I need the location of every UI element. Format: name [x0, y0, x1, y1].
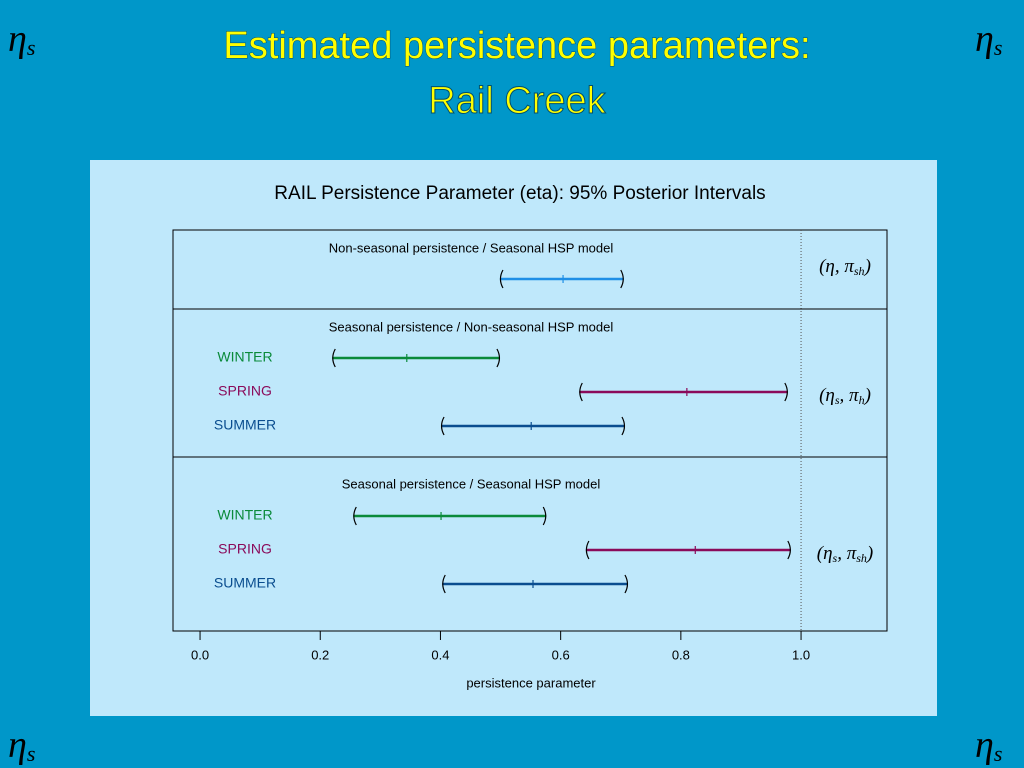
annotation-sub: h: [859, 393, 865, 407]
corner-symbol: ηs: [975, 18, 1002, 60]
category-label: SUMMER: [214, 575, 276, 591]
panel-annotation: (ηs, πh): [819, 385, 871, 406]
category-label: SPRING: [218, 383, 272, 399]
lower-bracket: [442, 574, 446, 594]
x-tick-label: 0.6: [552, 647, 570, 662]
symbol-sub: s: [994, 741, 1003, 766]
x-tick-label: 0.4: [431, 647, 449, 662]
upper-bracket: [624, 574, 629, 594]
panel-annotation: (η, πsh): [819, 256, 871, 277]
category-label: SPRING: [218, 541, 272, 557]
corner-symbol: ηs: [975, 724, 1002, 766]
symbol-sub: s: [27, 35, 36, 60]
x-tick-label: 0.8: [672, 647, 690, 662]
annotation-text: ): [864, 385, 871, 406]
x-tick-label: 0.0: [191, 647, 209, 662]
corner-symbol: ηs: [8, 724, 35, 766]
symbol-sub: s: [994, 35, 1003, 60]
upper-bracket: [620, 269, 624, 289]
slide-title: Rail Creek: [428, 80, 606, 122]
x-axis-label: persistence parameter: [466, 675, 596, 690]
x-tick-label: 1.0: [792, 647, 810, 662]
upper-bracket: [784, 382, 788, 402]
annotation-text: , π: [840, 385, 860, 406]
lower-bracket: [579, 382, 583, 402]
chart-title: RAIL Persistence Parameter (eta): 95% Po…: [274, 183, 765, 204]
annotation-text: ): [864, 256, 871, 277]
lower-bracket: [499, 269, 504, 289]
panel-annotation: (ηs, πsh): [817, 543, 873, 564]
symbol-sub: s: [27, 741, 36, 766]
chart-panel: [90, 160, 937, 716]
annotation-text: ): [866, 543, 873, 564]
slide-title: Estimated persistence parameters:: [223, 25, 810, 67]
annotation-sub: sh: [856, 551, 867, 565]
annotation-sub: s: [835, 393, 840, 407]
symbol-base: η: [8, 18, 27, 60]
category-label: WINTER: [217, 507, 272, 523]
annotation-text: (η, π: [819, 256, 854, 277]
lower-bracket: [585, 540, 590, 560]
lower-bracket: [440, 416, 445, 436]
symbol-base: η: [8, 724, 27, 766]
panel-title: Seasonal persistence / Non-seasonal HSP …: [329, 319, 614, 334]
lower-bracket: [332, 348, 336, 368]
upper-bracket: [496, 348, 501, 368]
upper-bracket: [621, 416, 626, 436]
corner-symbol: ηs: [8, 18, 35, 60]
annotation-text: (η: [819, 385, 835, 406]
lower-bracket: [353, 506, 357, 526]
annotation-text: , π: [837, 543, 857, 564]
panel-title: Non-seasonal persistence / Seasonal HSP …: [329, 240, 614, 255]
upper-bracket: [787, 540, 791, 560]
upper-bracket: [542, 506, 547, 526]
panel-title: Seasonal persistence / Seasonal HSP mode…: [342, 476, 601, 491]
x-tick-label: 0.2: [311, 647, 329, 662]
symbol-base: η: [975, 18, 994, 60]
category-label: SUMMER: [214, 417, 276, 433]
category-label: WINTER: [217, 349, 272, 365]
annotation-text: (η: [817, 543, 833, 564]
annotation-sub: sh: [854, 264, 865, 278]
annotation-sub: s: [833, 551, 838, 565]
symbol-base: η: [975, 724, 994, 766]
